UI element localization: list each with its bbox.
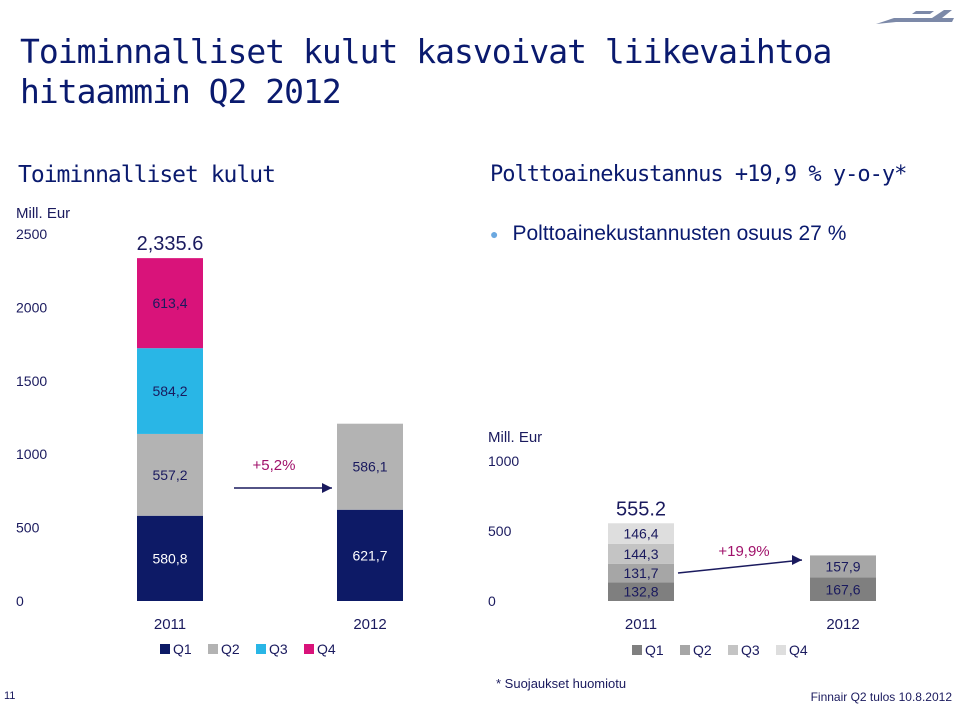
slide-number: 11 — [4, 690, 16, 702]
chart2-bar-q1-2012 — [810, 577, 876, 601]
chart1-bar-q2-2012 — [337, 423, 403, 510]
chart1-data-label: 586,1 — [352, 459, 387, 475]
chart2-legend-swatch — [728, 645, 738, 655]
chart1-data-label: 580,8 — [152, 550, 187, 566]
right-heading: Polttoainekustannus +19,9 % y-o-y* — [490, 162, 907, 187]
chart2-legend-label: Q4 — [789, 642, 808, 658]
chart1-legend-label: Q4 — [317, 641, 336, 657]
footnote: * Suojaukset huomiotu — [496, 676, 627, 691]
chart1-bar-q2-2011 — [137, 433, 203, 516]
chart1-legend-swatch — [304, 644, 314, 654]
chart1-ytick: 1000 — [16, 446, 47, 462]
chart1-ytick: 0 — [16, 593, 24, 609]
chart1-ytick: 2500 — [16, 226, 47, 242]
chart1-ytick: 2000 — [16, 299, 47, 315]
chart2-legend-label: Q2 — [693, 642, 712, 658]
chart1-ytick: 1500 — [16, 373, 47, 389]
chart1-bar-q1-2011 — [137, 515, 203, 601]
chart2-ytick: 500 — [488, 523, 512, 539]
chart2-data-label: 157,9 — [825, 558, 860, 574]
chart2-total-label: 555.2 — [616, 498, 666, 520]
bullet-text: Polttoainekustannusten osuus 27 % — [512, 222, 847, 245]
chart1-data-label: 621,7 — [352, 547, 387, 563]
chart2-growth-label: +19,9% — [718, 543, 769, 560]
chart2-bar-q4-2011 — [608, 523, 674, 544]
page-title: Toiminnalliset kulut kasvoivat liikevaih… — [20, 32, 832, 111]
chart1-data-label: 584,2 — [152, 383, 187, 399]
chart1-legend-swatch — [208, 644, 218, 654]
finnair-logo — [872, 6, 956, 33]
chart2-data-label: 146,4 — [623, 526, 658, 542]
chart1-legend-label: Q3 — [269, 641, 288, 657]
chart2-legend-swatch — [776, 645, 786, 655]
chart1-legend-label: Q2 — [221, 641, 240, 657]
chart1-unit-label: Mill. Eur — [16, 205, 70, 222]
chart2-data-label: 132,8 — [623, 584, 658, 600]
chart2-legend-swatch — [632, 645, 642, 655]
chart2-data-label: 131,7 — [623, 565, 658, 581]
chart1-ytick: 500 — [16, 520, 40, 536]
chart1-xtick: 2012 — [353, 616, 386, 633]
chart1-total-label: 2,335.6 — [137, 233, 204, 255]
chart1-legend-swatch — [160, 644, 170, 654]
chart2-ytick: 0 — [488, 593, 496, 609]
chart2-arrow-head — [792, 555, 802, 565]
chart1-bar-q3-2011 — [137, 348, 203, 434]
chart2-xtick: 2011 — [625, 616, 657, 633]
left-heading: Toiminnalliset kulut — [18, 162, 276, 188]
chart1-legend-label: Q1 — [173, 641, 192, 657]
chart-fuel-costs: Mill. Eur 0 500 1000 132,8 131,7 144,3 146,4 555… — [488, 429, 876, 658]
bullet-item: ● Polttoainekustannusten osuus 27 % — [490, 222, 846, 246]
chart1-xtick: 2011 — [154, 616, 186, 633]
chart-operating-costs: Mill. Eur 0 500 1000 1500 2000 2500 580,8 557,2 5… — [16, 205, 403, 657]
chart1-arrow-head — [322, 483, 332, 493]
chart2-legend-label: Q3 — [741, 642, 760, 658]
chart2-legend-label: Q1 — [645, 642, 664, 658]
chart1-data-label: 613,4 — [152, 295, 187, 311]
chart2-bar-q3-2011 — [608, 543, 674, 564]
chart2-data-label: 144,3 — [623, 546, 658, 562]
chart2-bar-q2-2012 — [810, 555, 876, 578]
chart2-bar-q1-2011 — [608, 582, 674, 601]
chart2-xtick: 2012 — [826, 616, 859, 633]
chart1-bar-q4-2011 — [137, 258, 203, 349]
chart2-data-label: 167,6 — [825, 581, 860, 597]
chart2-bar-q2-2011 — [608, 563, 674, 583]
chart1-legend-swatch — [256, 644, 266, 654]
chart1-bar-q1-2012 — [337, 509, 403, 601]
chart2-ytick: 1000 — [488, 453, 519, 469]
chart2-growth-arrow — [677, 559, 803, 574]
chart1-growth-label: +5,2% — [253, 457, 296, 474]
chart2-unit-label: Mill. Eur — [488, 429, 542, 446]
bullet-icon: ● — [490, 226, 499, 243]
chart2-legend-swatch — [680, 645, 690, 655]
footer-text: Finnair Q2 tulos 10.8.2012 — [810, 690, 952, 704]
chart1-data-label: 557,2 — [152, 467, 187, 483]
